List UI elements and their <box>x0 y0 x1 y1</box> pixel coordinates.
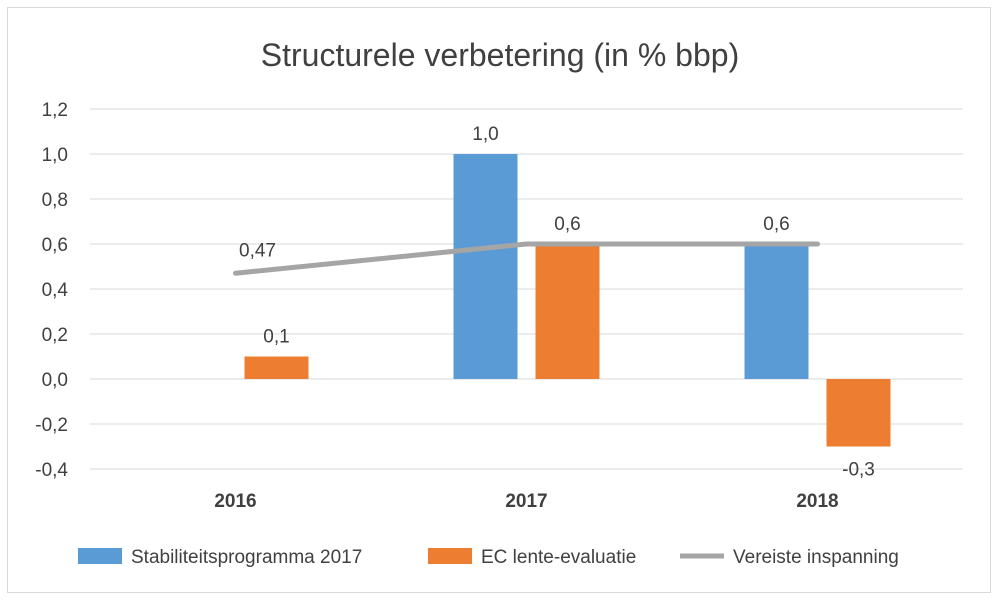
y-tick-label: 1,2 <box>42 100 68 121</box>
legend: Stabiliteitsprogramma 2017 EC lente-evalu… <box>78 547 899 568</box>
line-data-label: 0,47 <box>239 240 276 261</box>
bar <box>744 244 809 379</box>
y-tick-label: 0,0 <box>42 370 68 391</box>
bar-data-label: 0,6 <box>763 214 789 235</box>
bar <box>826 379 891 447</box>
chart-title: Structurele verbetering (in % bbp) <box>261 37 739 73</box>
bar <box>244 356 309 379</box>
y-tick-label: 0,8 <box>42 190 68 211</box>
x-tick-label: 2017 <box>505 491 547 512</box>
bar <box>535 244 600 379</box>
bar <box>453 154 518 379</box>
y-tick-label: 0,4 <box>42 280 69 301</box>
legend-label: Vereiste inspanning <box>733 547 899 568</box>
y-tick-label: 1,0 <box>42 145 68 166</box>
x-axis-tick-labels: 2016 2017 2018 <box>214 491 838 512</box>
x-tick-label: 2016 <box>214 491 256 512</box>
y-tick-label: 0,2 <box>42 325 68 346</box>
legend-swatch <box>428 548 472 564</box>
gridlines <box>90 108 963 470</box>
bar-data-label: -0,3 <box>842 460 875 481</box>
bar-data-label: 1,0 <box>472 124 498 145</box>
legend-swatch <box>78 548 122 564</box>
required-effort-line <box>233 241 820 276</box>
bars <box>244 154 891 447</box>
legend-label: Stabiliteitsprogramma 2017 <box>131 547 362 568</box>
legend-label: EC lente-evaluatie <box>481 547 636 568</box>
data-labels: 0,1 1,0 0,6 0,6 -0,3 0,47 <box>239 124 875 481</box>
y-axis-tick-labels: 1,2 1,0 0,8 0,6 0,4 0,2 0,0 -0,2 -0,4 <box>35 100 68 481</box>
y-tick-label: -0,2 <box>35 415 68 436</box>
bar-data-label: 0,6 <box>554 214 580 235</box>
bar-data-label: 0,1 <box>263 327 289 348</box>
y-tick-label: 0,6 <box>42 235 68 256</box>
x-tick-label: 2018 <box>796 491 838 512</box>
y-tick-label: -0,4 <box>35 460 68 481</box>
line-series <box>233 241 820 276</box>
